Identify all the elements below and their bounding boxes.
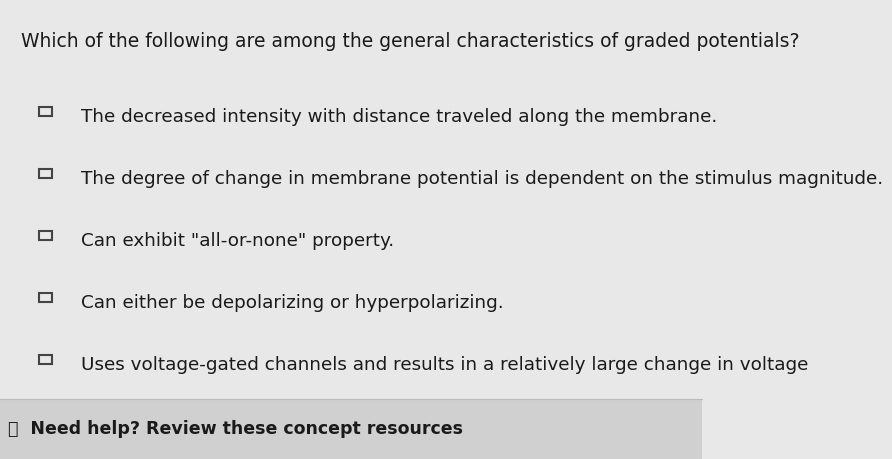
- Text: Can exhibit "all-or-none" property.: Can exhibit "all-or-none" property.: [80, 232, 393, 250]
- Text: ⓢ  Need help? Review these concept resources: ⓢ Need help? Review these concept resour…: [8, 420, 464, 438]
- Text: Which of the following are among the general characteristics of graded potential: Which of the following are among the gen…: [21, 32, 799, 51]
- Text: The decreased intensity with distance traveled along the membrane.: The decreased intensity with distance tr…: [80, 108, 717, 126]
- FancyBboxPatch shape: [39, 231, 52, 240]
- FancyBboxPatch shape: [39, 355, 52, 364]
- Text: Can either be depolarizing or hyperpolarizing.: Can either be depolarizing or hyperpolar…: [80, 294, 503, 312]
- Text: Uses voltage-gated channels and results in a relatively large change in voltage: Uses voltage-gated channels and results …: [80, 356, 808, 374]
- FancyBboxPatch shape: [0, 399, 702, 459]
- FancyBboxPatch shape: [39, 293, 52, 302]
- Text: The degree of change in membrane potential is dependent on the stimulus magnitud: The degree of change in membrane potenti…: [80, 170, 883, 188]
- FancyBboxPatch shape: [39, 107, 52, 116]
- FancyBboxPatch shape: [39, 169, 52, 178]
